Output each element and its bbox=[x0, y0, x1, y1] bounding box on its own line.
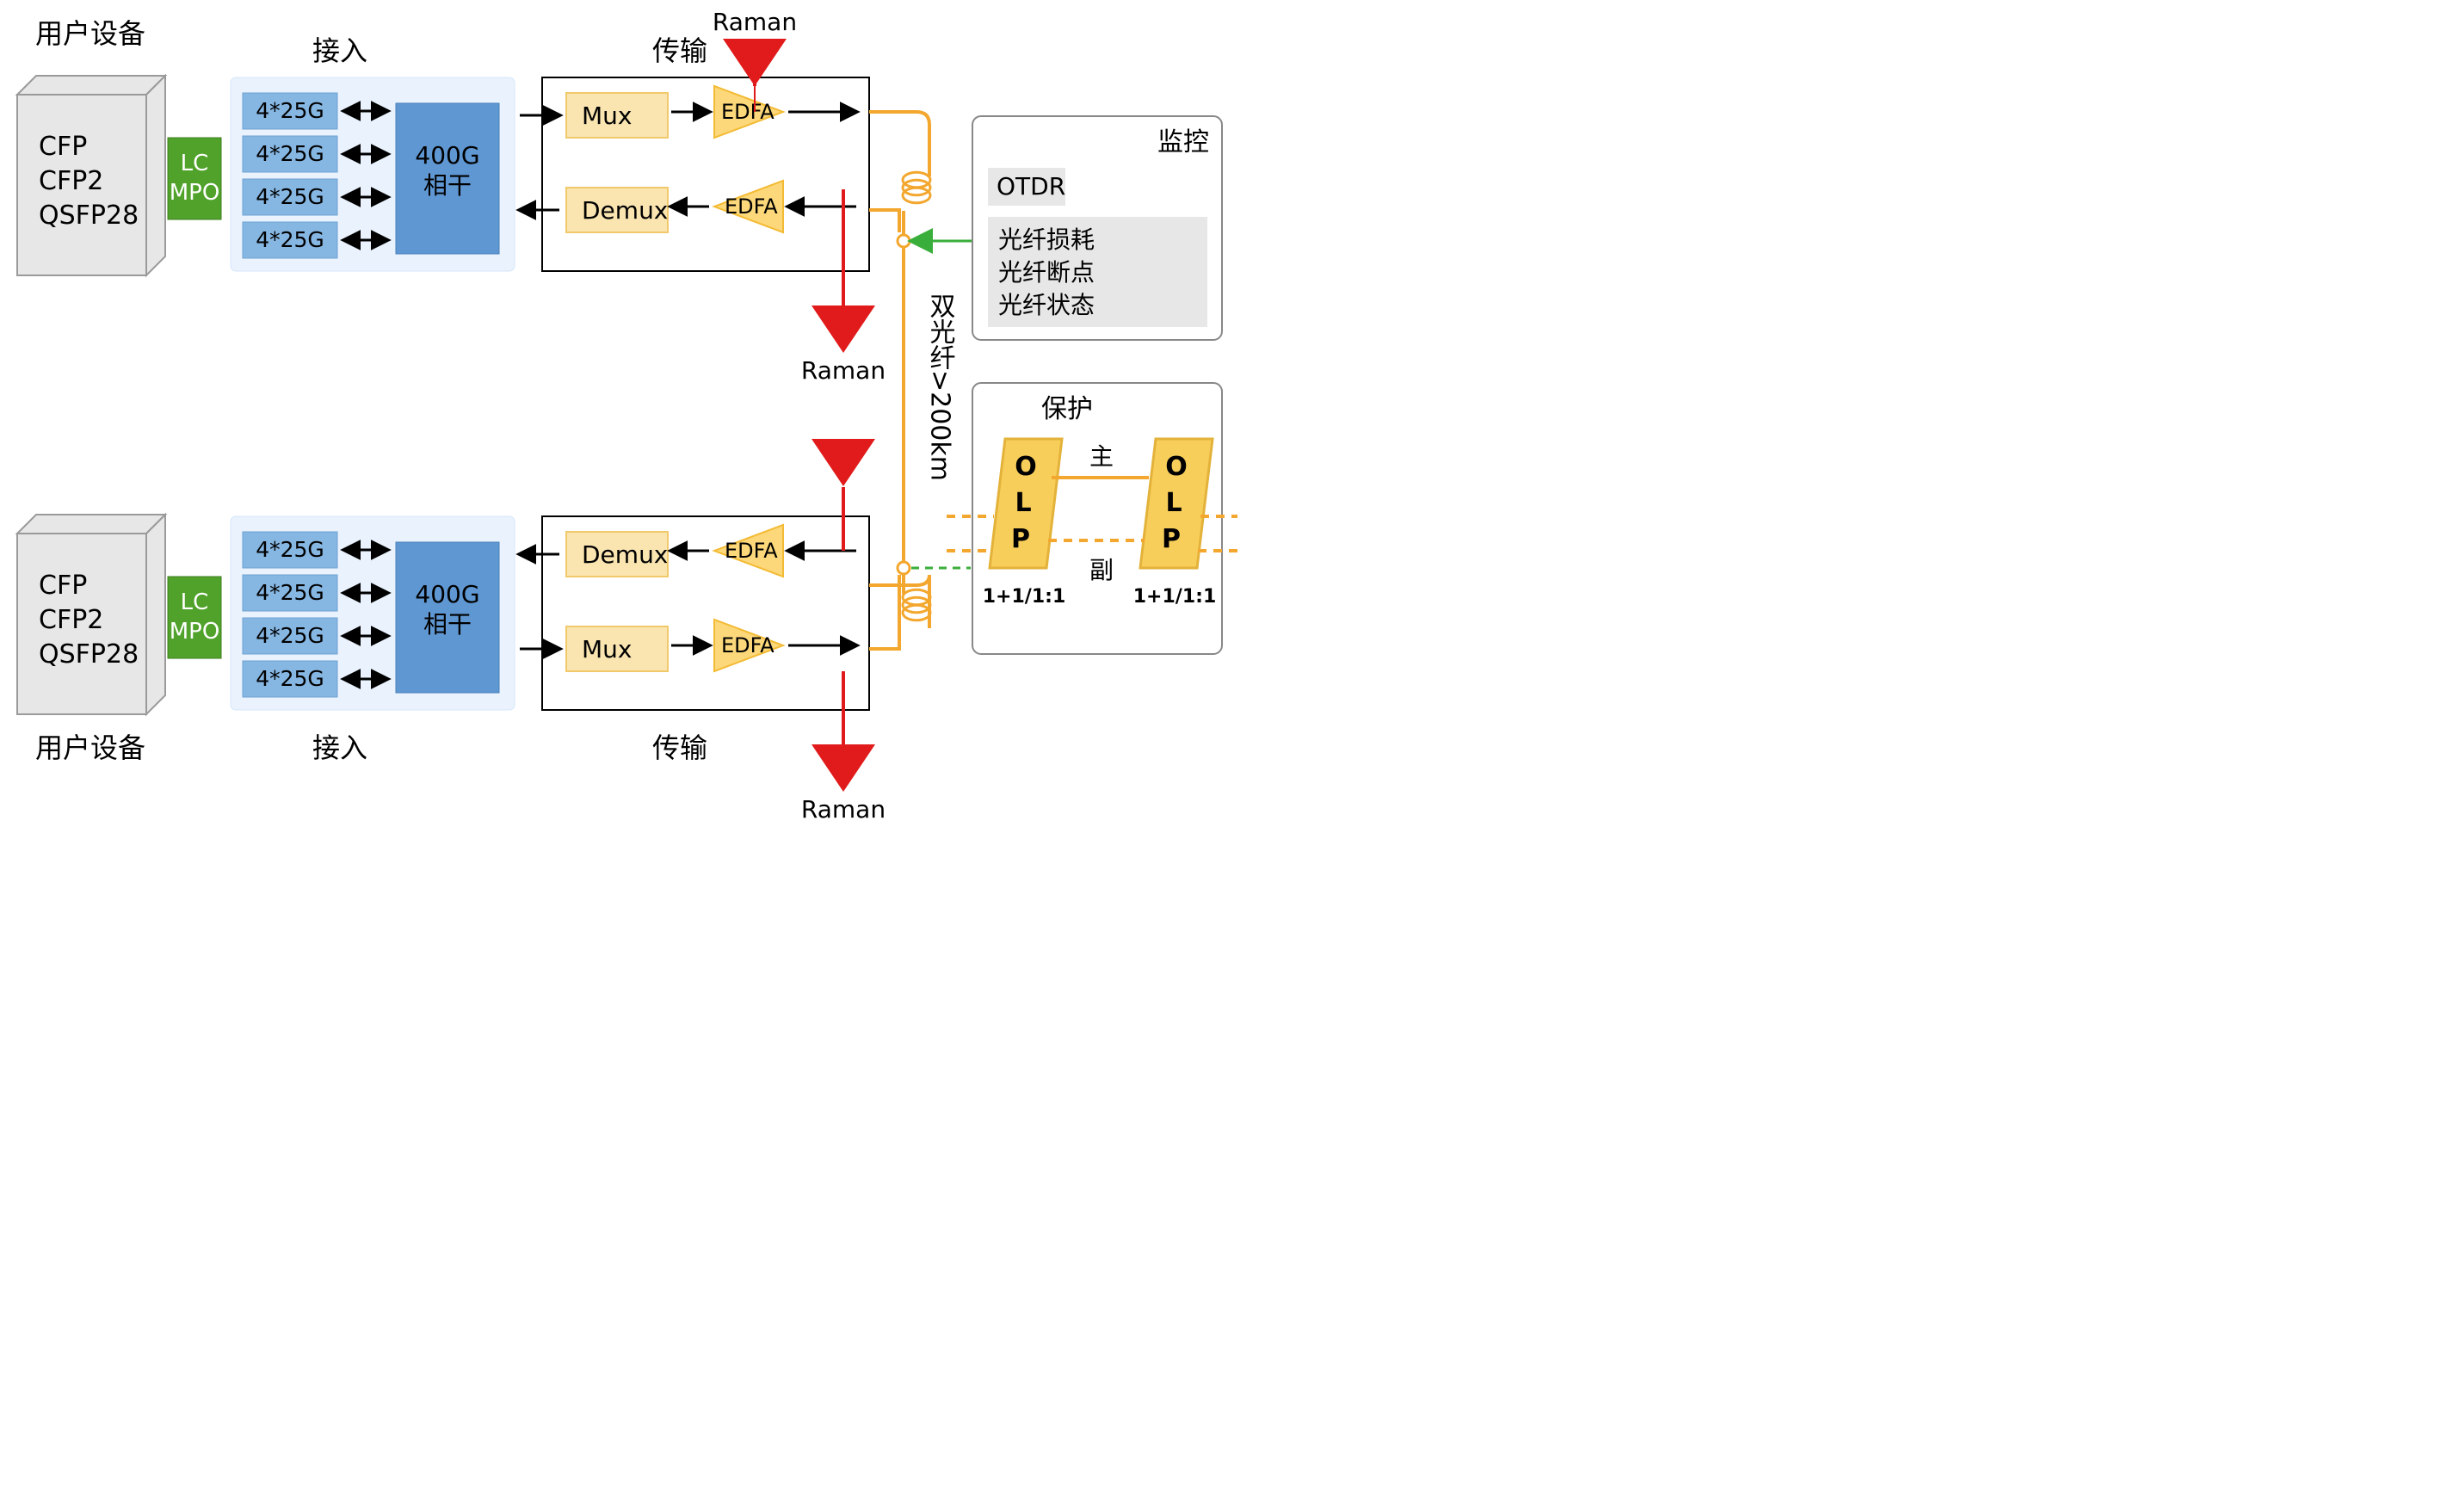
edfa2-lbl-bot: EDFA bbox=[721, 633, 774, 657]
olp-mode-l: 1+1/1:1 bbox=[983, 586, 1066, 608]
lc-top: LC bbox=[181, 151, 209, 176]
raman-2 bbox=[812, 305, 875, 353]
mpo-bot: MPO bbox=[170, 619, 220, 645]
qsfp28-bot: QSFP28 bbox=[39, 639, 139, 670]
raman-lbl-1: Raman bbox=[713, 8, 797, 36]
title-trans-bot: 传输 bbox=[652, 731, 707, 764]
otdr-label: OTDR bbox=[997, 172, 1065, 201]
fiber-top-out bbox=[869, 112, 929, 176]
cfp2-top: CFP2 bbox=[39, 166, 103, 196]
lane-lbl-top-1: 4*25G bbox=[256, 141, 324, 166]
title-trans-top: 传输 bbox=[652, 34, 707, 67]
lane-lbl-bot-1: 4*25G bbox=[256, 580, 324, 605]
lane-lbl-top-3: 4*25G bbox=[256, 227, 324, 252]
fiber-status: 光纤状态 bbox=[998, 291, 1095, 319]
title-access-top: 接入 bbox=[312, 34, 367, 67]
lane-lbl-top-0: 4*25G bbox=[256, 98, 324, 123]
edfa2-lbl-top: EDFA bbox=[725, 194, 778, 219]
olp-left-L: L bbox=[1015, 488, 1031, 518]
olp-backup-lbl: 副 bbox=[1089, 556, 1114, 584]
lc-bot: LC bbox=[181, 589, 209, 615]
olp-left-P: P bbox=[1011, 524, 1030, 554]
olp-right-O: O bbox=[1165, 452, 1188, 482]
fiber-node-bot bbox=[898, 562, 910, 574]
title-access-bot: 接入 bbox=[312, 731, 367, 764]
fiber-break: 光纤断点 bbox=[998, 258, 1095, 287]
user-cube-top-side bbox=[146, 76, 165, 275]
title-user-top: 用户设备 bbox=[35, 17, 145, 50]
network-diagram: 用户设备接入传输CFPCFP2QSFP28CFPCFP2QSFP28LCMPOL… bbox=[0, 0, 1239, 826]
edfa1-lbl-top: EDFA bbox=[721, 100, 774, 124]
mux2-top-label: Demux bbox=[582, 196, 668, 225]
olp-main-lbl: 主 bbox=[1089, 442, 1114, 471]
title-user-bot: 用户设备 bbox=[35, 731, 145, 764]
lane-lbl-bot-3: 4*25G bbox=[256, 666, 324, 691]
coil-bot bbox=[903, 589, 930, 620]
raman-4 bbox=[812, 744, 875, 792]
raman-lbl-4: Raman bbox=[801, 795, 886, 824]
cfp2-bot: CFP2 bbox=[39, 605, 103, 635]
dual-fiber-label: 双光纤>200km bbox=[925, 293, 955, 481]
mux2-bot-label: Mux bbox=[582, 635, 632, 663]
olp-left-O: O bbox=[1015, 452, 1037, 482]
fiber-loss: 光纤损耗 bbox=[998, 225, 1095, 254]
mux1-top-label: Mux bbox=[582, 102, 632, 130]
fiber-node-top bbox=[898, 235, 910, 247]
protect-title: 保护 bbox=[1041, 394, 1093, 424]
user-cube-top-top bbox=[17, 76, 165, 95]
lane-lbl-bot-0: 4*25G bbox=[256, 537, 324, 562]
cfp-bot: CFP bbox=[39, 571, 87, 601]
user-cube-bot-top bbox=[17, 515, 165, 534]
coh-b-top: 相干 bbox=[423, 171, 472, 200]
coh-b-bot: 相干 bbox=[423, 610, 472, 639]
coh-a-bot: 400G bbox=[415, 580, 479, 608]
olp-right-L: L bbox=[1165, 488, 1182, 518]
monitor-title: 监控 bbox=[1157, 127, 1209, 157]
mpo-top: MPO bbox=[170, 180, 220, 206]
lane-lbl-top-2: 4*25G bbox=[256, 184, 324, 209]
fiber-top-row2 bbox=[869, 210, 899, 232]
mux1-bot-label: Demux bbox=[582, 540, 668, 569]
coil-top bbox=[903, 172, 930, 203]
cfp-top: CFP bbox=[39, 132, 87, 162]
olp-right-P: P bbox=[1162, 524, 1181, 554]
user-cube-bot-side bbox=[146, 515, 165, 714]
raman-3-hidden bbox=[812, 439, 875, 486]
qsfp28-top: QSFP28 bbox=[39, 201, 139, 231]
lane-lbl-bot-2: 4*25G bbox=[256, 623, 324, 648]
olp-mode-r: 1+1/1:1 bbox=[1133, 586, 1217, 608]
raman-lbl-2: Raman bbox=[801, 356, 886, 385]
coh-a-top: 400G bbox=[415, 141, 479, 170]
edfa1-lbl-bot: EDFA bbox=[725, 539, 778, 563]
